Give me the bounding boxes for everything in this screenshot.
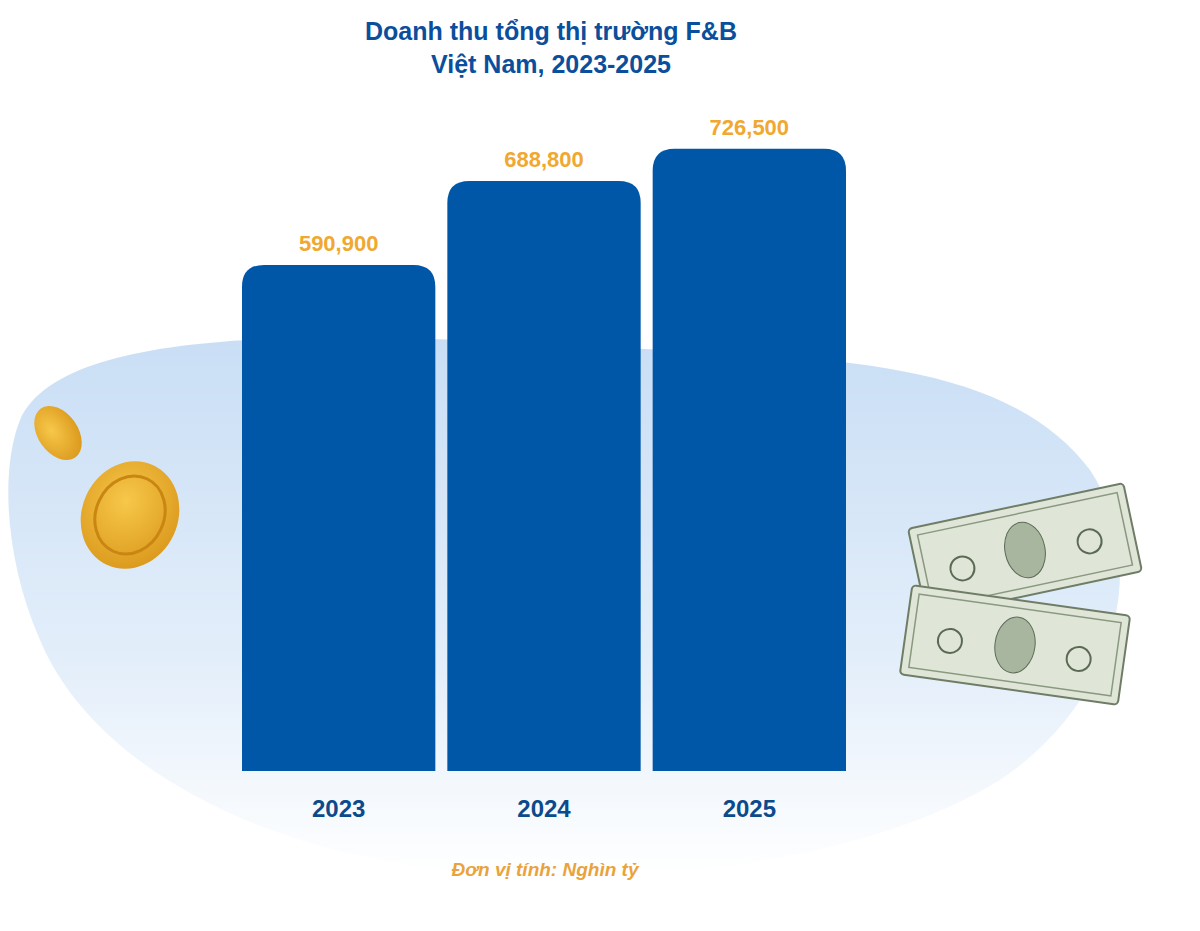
chart-title: Doanh thu tổng thị trường F&B Việt Nam, 2… <box>365 17 737 78</box>
bill-seal <box>1065 645 1092 672</box>
data-label: 726,500 <box>710 115 790 140</box>
bills-decoration <box>900 483 1142 705</box>
x-tick-label: 2024 <box>517 795 571 822</box>
title-line: Việt Nam, 2023-2025 <box>431 50 671 78</box>
coins-decoration <box>24 397 196 585</box>
bill-seal <box>1075 527 1103 555</box>
bill-border <box>909 594 1121 696</box>
unit-note: Đơn vị tính: Nghìn tỷ <box>452 859 640 880</box>
bill-seal <box>948 554 976 582</box>
bar <box>653 149 846 771</box>
bars <box>242 149 846 771</box>
coin <box>63 445 196 585</box>
coin <box>24 397 91 469</box>
title-line: Doanh thu tổng thị trường F&B <box>365 17 737 45</box>
bill-body <box>900 585 1130 705</box>
data-label: 688,800 <box>504 147 584 172</box>
bill <box>900 585 1130 705</box>
data-label: 590,900 <box>299 231 379 256</box>
chart-svg: 590,900 688,800 726,500 2023 2024 2025 Doanh t… <box>0 0 1200 931</box>
bill-portrait <box>1000 518 1051 581</box>
x-tick-label: 2023 <box>312 795 365 822</box>
bill-seal <box>936 627 963 654</box>
chart-root: 590,900 688,800 726,500 2023 2024 2025 Doanh t… <box>0 0 1200 931</box>
bill-portrait <box>991 614 1038 675</box>
coin-rim <box>82 464 177 565</box>
x-tick-label: 2025 <box>723 795 776 822</box>
bar <box>242 265 435 771</box>
bar <box>447 181 640 771</box>
